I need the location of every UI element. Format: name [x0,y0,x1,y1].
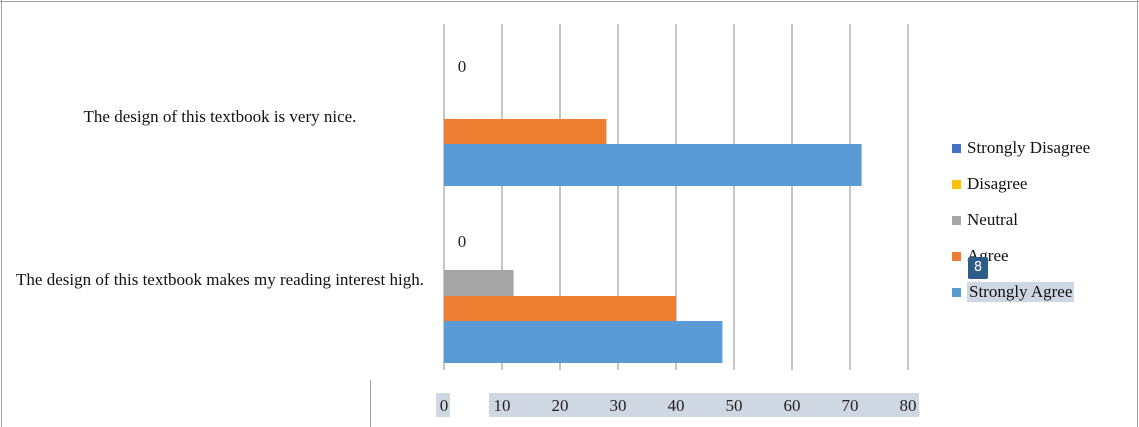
legend-item-neutral: Neutral [952,202,1090,238]
x-tick-label-0: 0 [440,396,449,415]
category-label-reading-interest: The design of this textbook makes my rea… [16,270,424,289]
tick-highlight-range [489,393,919,417]
legend-swatch-strongly-agree [952,287,961,297]
x-tick-label-70: 70 [842,396,859,415]
x-tick-label-80: 80 [900,396,917,415]
legend-swatch-disagree [952,179,961,189]
legend-label-strongly-disagree: Strongly Disagree [967,138,1091,157]
legend-label-strongly-agree[interactable]: Strongly Agree [967,282,1075,302]
legend-swatch-agree [952,251,961,261]
x-tick-label-10: 10 [494,396,511,415]
legend-item-strongly-agree[interactable]: Strongly Agree [952,274,1090,310]
legend: Strongly Disagree Disagree Neutral Agree… [952,130,1090,310]
x-tick-label-40: 40 [668,396,685,415]
tick-highlight-zero [436,393,450,417]
x-tick-label-60: 60 [784,396,801,415]
legend-swatch-strongly-disagree [952,143,961,153]
category-label-nice: The design of this textbook is very nice… [83,107,357,126]
legend-label-disagree: Disagree [967,174,1028,193]
x-tick-label-50: 50 [726,396,743,415]
legend-item-disagree: Disagree [952,166,1090,202]
data-label-zero-cat1: 0 [458,57,467,76]
x-tick-label-20: 20 [552,396,569,415]
x-tick-label-30: 30 [610,396,627,415]
data-label-zero-cat0: 0 [458,232,467,251]
bar-strongly-agree-cat0 [444,321,723,363]
legend-item-strongly-disagree: Strongly Disagree [952,130,1090,166]
legend-swatch-neutral [952,215,961,225]
bar-strongly-agree-cat1 [444,144,862,186]
legend-label-neutral: Neutral [967,210,1018,229]
annotation-badge[interactable]: 8 [968,257,988,279]
